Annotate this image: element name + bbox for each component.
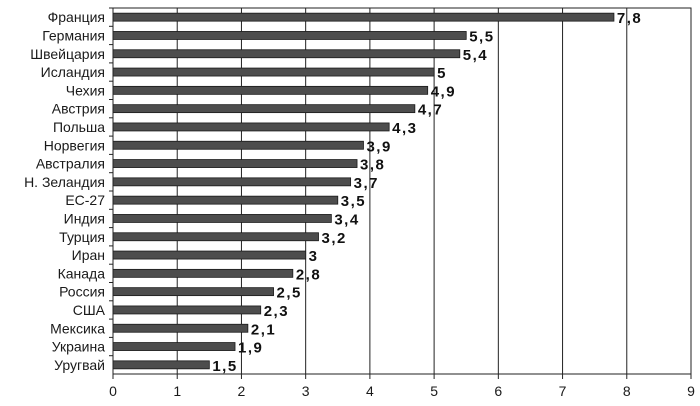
value-label: 5,5	[469, 28, 494, 45]
category-label: Швейцария	[30, 46, 105, 62]
value-label: 1,9	[238, 340, 263, 357]
bar	[112, 49, 461, 59]
value-label: 4,7	[418, 102, 443, 119]
x-tick-label: 1	[173, 383, 181, 399]
bar	[112, 268, 294, 278]
axes	[109, 7, 692, 379]
value-label: 2,8	[296, 266, 321, 283]
value-label: 3,7	[354, 175, 379, 192]
value-label: 4,9	[431, 83, 456, 100]
value-label: 2,1	[251, 321, 276, 338]
bar	[112, 67, 435, 77]
grid-lines	[176, 8, 692, 374]
category-label: Н. Зеландия	[24, 174, 105, 190]
bar	[112, 195, 339, 205]
category-label: Россия	[59, 284, 105, 300]
category-label: Уругвай	[54, 357, 105, 373]
category-label: Австралия	[36, 156, 105, 172]
category-label: США	[73, 302, 106, 318]
x-tick-label: 9	[687, 383, 695, 399]
bar	[112, 232, 319, 242]
bar	[112, 122, 390, 132]
bar	[112, 104, 416, 114]
value-label: 3,4	[334, 211, 359, 228]
value-labels: 7,85,55,454,94,74,33,93,83,73,53,43,232,…	[212, 10, 642, 375]
category-label: Чехия	[66, 82, 105, 98]
value-label: 3	[309, 248, 319, 265]
category-label: Индия	[64, 210, 105, 226]
value-label: 2,5	[277, 285, 302, 302]
value-label: 3,8	[360, 157, 385, 174]
value-label: 3,5	[341, 193, 366, 210]
category-label: Иран	[72, 247, 105, 263]
bar	[112, 177, 352, 187]
bar	[112, 140, 364, 150]
category-label: Австрия	[52, 101, 105, 117]
x-tick-label: 5	[430, 383, 438, 399]
x-tick-label: 7	[559, 383, 567, 399]
value-label: 5	[437, 65, 447, 82]
bar	[112, 360, 210, 370]
bar	[112, 305, 262, 315]
category-label: Франция	[48, 9, 105, 25]
bar	[112, 85, 429, 95]
plot-frame	[112, 7, 692, 375]
category-label: ЕС-27	[65, 192, 105, 208]
bar	[112, 31, 467, 40]
category-label: Исландия	[41, 64, 105, 80]
value-label: 1,5	[212, 358, 237, 375]
bar	[112, 323, 249, 333]
category-label: Мексика	[50, 320, 105, 336]
x-tick-label: 3	[302, 383, 310, 399]
value-label: 2,3	[264, 303, 289, 320]
x-tick-label: 0	[109, 383, 117, 399]
x-tick-label: 8	[623, 383, 631, 399]
bar	[112, 12, 615, 22]
bar	[112, 287, 274, 297]
x-tick-label: 6	[494, 383, 502, 399]
category-label: Германия	[42, 27, 105, 43]
x-tick-labels: 0 1 2 3 4 5 6 7 8 9	[109, 383, 695, 399]
category-label: Турция	[59, 229, 105, 245]
category-label: Норвегия	[44, 137, 105, 153]
x-tick-label: 4	[366, 383, 374, 399]
category-label: Канада	[58, 265, 106, 281]
value-label: 4,3	[392, 120, 417, 137]
category-labels: Франция Германия Швейцария Исландия Чехия Авс…	[24, 9, 106, 373]
value-label: 7,8	[617, 10, 642, 27]
bar	[112, 214, 332, 223]
bar	[112, 250, 307, 260]
x-tick-label: 2	[238, 383, 246, 399]
category-label: Польша	[53, 119, 105, 135]
bar	[112, 342, 236, 351]
value-label: 3,2	[322, 230, 347, 247]
category-label: Украина	[52, 339, 106, 355]
value-label: 5,4	[463, 47, 488, 64]
value-label: 3,9	[366, 138, 391, 155]
bar	[112, 159, 358, 168]
